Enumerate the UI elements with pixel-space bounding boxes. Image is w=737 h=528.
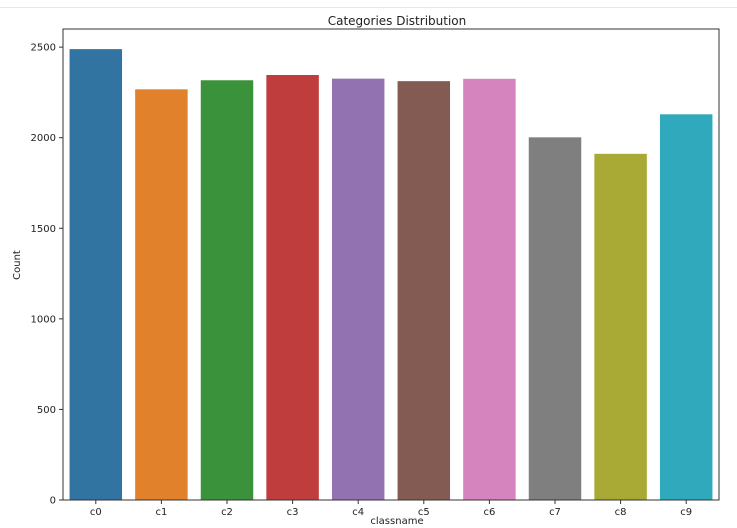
bar-c2 [200,80,254,501]
x-tick-label-c3: c3 [287,507,299,518]
bar-c8 [594,153,647,500]
y-axis-ticks: 0 500 1000 1500 2000 2500 [31,43,63,507]
bar-c6 [463,78,516,500]
x-axis-label: classname [370,516,423,524]
y-tick-label-2500: 2500 [31,43,56,54]
top-divider-line [0,7,737,8]
x-tick-label-c7: c7 [549,507,561,518]
x-tick-label-c0: c0 [90,507,102,518]
y-axis-label: Count [12,250,23,280]
x-axis-ticks: c0 c1 c2 c3 c4 c5 c6 c7 c8 c9 [90,500,692,518]
bar-c1 [135,89,188,500]
x-tick-label-c6: c6 [483,507,495,518]
bar-c4 [331,78,385,500]
x-tick-label-c2: c2 [221,507,233,518]
x-tick-label-c5: c5 [418,507,430,518]
bars-layer [69,49,713,501]
bar-c7 [528,137,582,500]
y-tick-label-500: 500 [37,405,56,416]
chart-title: Categories Distribution [328,14,467,28]
bar-c0 [69,49,123,501]
x-tick-label-c9: c9 [680,507,692,518]
y-tick-label-0: 0 [50,496,56,507]
bar-c5 [397,81,451,501]
x-tick-label-c4: c4 [352,507,364,518]
y-tick-label-1000: 1000 [31,314,56,325]
y-tick-label-2000: 2000 [31,133,56,144]
bar-c9 [659,114,713,500]
x-tick-label-c8: c8 [615,507,627,518]
y-tick-label-1500: 1500 [31,224,56,235]
x-tick-label-c1: c1 [155,507,167,518]
bar-c3 [266,75,319,500]
plot-area-frame [62,28,720,501]
